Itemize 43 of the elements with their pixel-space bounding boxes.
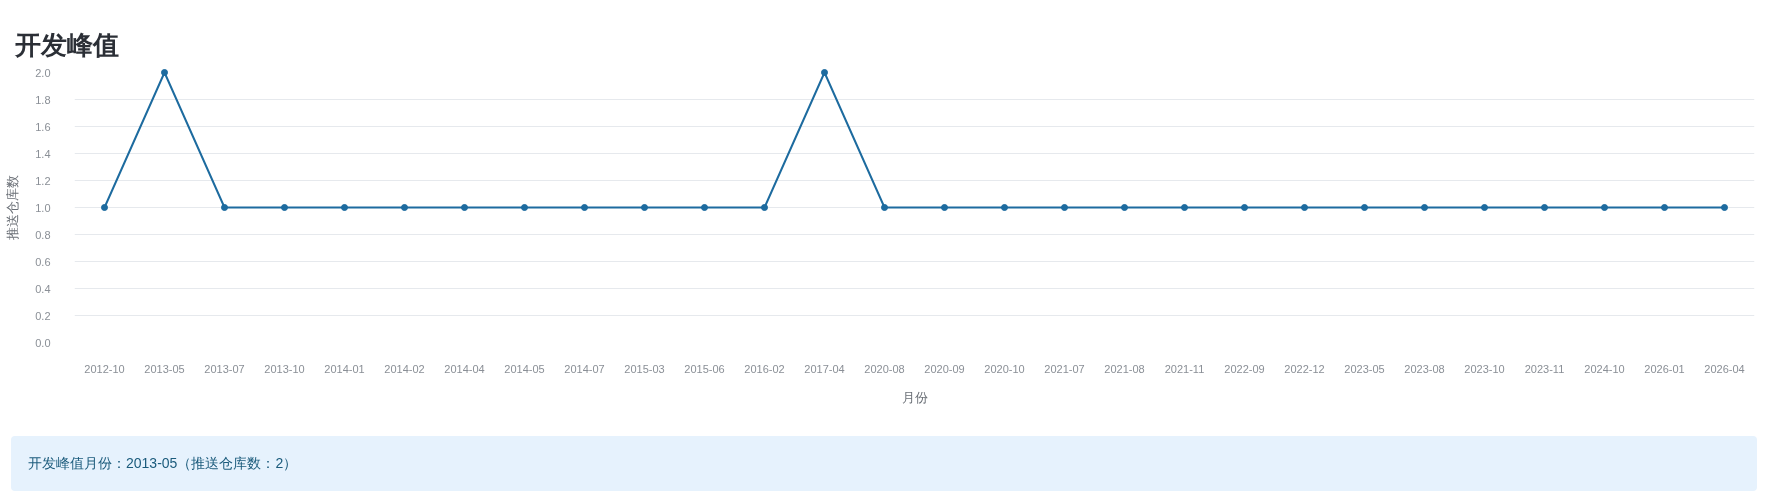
x-axis-title: 月份 — [901, 389, 928, 405]
x-tick-label: 2021-07 — [1044, 362, 1085, 375]
x-tick-label: 2023-08 — [1404, 362, 1445, 375]
x-tick-label: 2016-02 — [744, 362, 785, 375]
x-tick-label: 2020-10 — [984, 362, 1025, 375]
y-tick-label: 2.0 — [35, 66, 51, 79]
y-tick-label: 0.4 — [35, 282, 51, 295]
x-tick-label: 2023-11 — [1524, 362, 1565, 375]
y-axis-title: 推送仓库数 — [5, 175, 21, 240]
text: 开发峰值月份：2013-05（推送仓库数：2） — [28, 454, 298, 473]
x-tick-label: 2012-10 — [84, 362, 125, 375]
y-tick-label: 1.4 — [35, 147, 51, 160]
x-tick-label: 2014-07 — [564, 362, 605, 375]
y-tick-label: 1.8 — [35, 93, 51, 106]
x-tick-label: 2015-03 — [624, 362, 665, 375]
x-tick-label: 2021-11 — [1164, 362, 1205, 375]
x-tick-label: 2014-05 — [504, 362, 545, 375]
y-tick-label: 0.0 — [35, 336, 51, 349]
x-tick-label: 2014-02 — [384, 362, 425, 375]
y-tick-label: 1.2 — [35, 174, 51, 187]
x-tick-label: 2022-09 — [1224, 362, 1265, 375]
x-tick-label: 2020-09 — [924, 362, 965, 375]
y-tick-label: 1.0 — [35, 201, 51, 214]
x-tick-label: 2021-08 — [1104, 362, 1145, 375]
y-tick-label: 0.8 — [35, 228, 51, 241]
y-tick-label: 0.2 — [35, 309, 51, 322]
x-tick-label: 2015-06 — [684, 362, 725, 375]
x-tick-label: 2017-04 — [804, 362, 845, 375]
chart-title: 开发峰值 — [13, 29, 119, 60]
x-tick-label: 2022-12 — [1284, 362, 1325, 375]
x-tick-label: 2024-10 — [1584, 362, 1625, 375]
x-tick-label: 2023-10 — [1464, 362, 1505, 375]
y-tick-label: 1.6 — [35, 120, 51, 133]
x-tick-label: 2023-05 — [1344, 362, 1385, 375]
x-tick-label: 2026-01 — [1644, 362, 1685, 375]
x-tick-label: 2013-05 — [144, 362, 185, 375]
x-tick-label: 2026-04 — [1704, 362, 1745, 375]
x-tick-label: 2014-01 — [324, 362, 365, 375]
x-tick-label: 2013-10 — [264, 362, 305, 375]
x-tick-label: 2020-08 — [864, 362, 905, 375]
x-tick-label: 2013-07 — [204, 362, 245, 375]
x-tick-label: 2014-04 — [444, 362, 485, 375]
y-tick-label: 0.6 — [35, 255, 51, 268]
